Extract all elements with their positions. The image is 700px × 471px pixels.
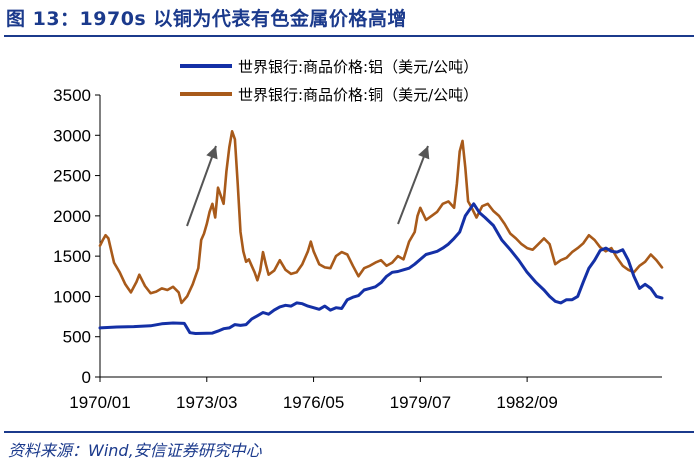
trend-arrow-head [206, 146, 218, 160]
x-tick-label: 1982/09 [496, 393, 557, 412]
x-tick-label: 1979/07 [390, 393, 451, 412]
series-line-aluminum [98, 202, 664, 335]
footer-divider [4, 431, 694, 433]
legend-label-copper: 世界银行:商品价格:铜（美元/公吨） [238, 86, 478, 104]
y-tick-label: 3500 [53, 86, 91, 105]
trend-arrow-head [418, 146, 430, 160]
trend-arrow-shaft [186, 145, 217, 227]
series-layer [98, 130, 664, 335]
y-tick-label: 2500 [53, 167, 91, 186]
y-tick-label: 2000 [53, 207, 91, 226]
y-tick-label: 1500 [53, 247, 91, 266]
x-tick-label: 1970/01 [69, 393, 130, 412]
x-tick-label: 1973/03 [176, 393, 237, 412]
chart-title: 图 13：1970s 以铜为代表有色金属价格高增 [6, 8, 407, 30]
title-divider [4, 35, 694, 37]
y-tick-label: 1000 [53, 287, 91, 306]
axes: 0 500 1000 1500 2000 2500 3000 3500 1970/01 1973/… [53, 86, 662, 412]
series-line-copper [98, 130, 664, 305]
y-tick-label: 3000 [53, 126, 91, 145]
legend: 世界银行:商品价格:铝（美元/公吨） 世界银行:商品价格:铜（美元/公吨） [180, 58, 478, 104]
y-tick-label: 0 [82, 368, 91, 387]
source-note: 资料来源：Wind,安信证券研究中心 [8, 441, 262, 460]
legend-label-aluminum: 世界银行:商品价格:铝（美元/公吨） [238, 58, 478, 76]
trend-arrow-shaft [397, 145, 429, 225]
trend-arrows [186, 145, 430, 227]
x-tick-label: 1976/05 [283, 393, 344, 412]
y-tick-label: 500 [63, 328, 91, 347]
